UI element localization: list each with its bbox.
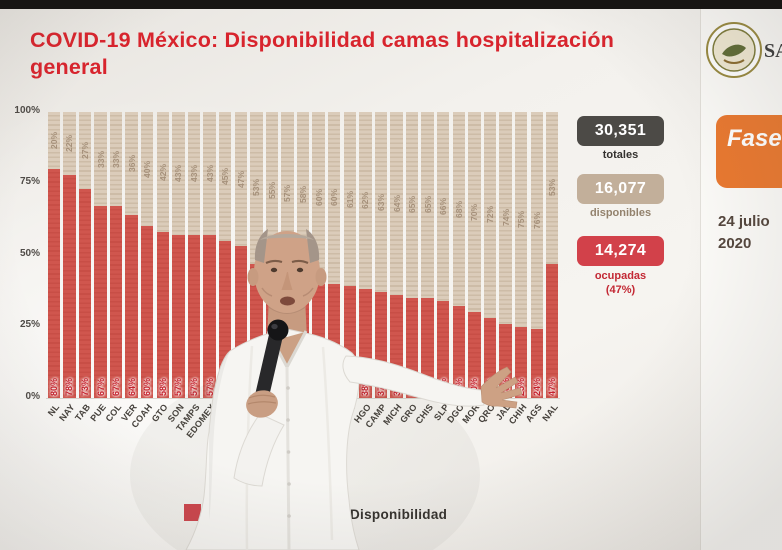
bar-column: 76% 24% bbox=[530, 112, 543, 398]
occupied-bar-segment: 78% bbox=[63, 174, 76, 398]
occupied-bar-segment: 32% bbox=[452, 306, 466, 398]
bar-column: 43%57% bbox=[203, 112, 216, 398]
eagle-seal-icon bbox=[722, 44, 746, 57]
occupied-bar-segment: 24% bbox=[530, 329, 543, 398]
y-axis-tick: 50% bbox=[19, 248, 40, 259]
bar-column: 36% 64% bbox=[125, 112, 138, 398]
available-bar-segment: 36% bbox=[125, 112, 138, 215]
occupied-bar-segment: 57% bbox=[203, 234, 216, 398]
conference-date: 24 julio 2020 bbox=[718, 211, 782, 255]
bar-column: 75% 25% bbox=[514, 112, 528, 398]
date-line-1: 24 julio bbox=[718, 213, 770, 230]
bar-column: 68%32% bbox=[452, 112, 466, 398]
available-bar-segment: 55% bbox=[265, 112, 279, 270]
top-edge-strip bbox=[0, 0, 782, 9]
bar-column: 43%57% bbox=[187, 112, 201, 398]
legend-swatch-occupied bbox=[184, 504, 201, 521]
bar-column: 33% 67% bbox=[109, 112, 123, 398]
presenter-left-hand bbox=[246, 390, 278, 418]
occupied-bar-segment: 64% bbox=[125, 214, 138, 398]
presenter-right-arm bbox=[342, 355, 485, 407]
bar-column: 70% 30% bbox=[468, 112, 481, 398]
occupied-bar-segment: 35% bbox=[421, 297, 434, 398]
bar-column: 27% 73% bbox=[78, 112, 92, 398]
available-bar-segment: 53% bbox=[546, 112, 559, 264]
stat-label-ocupadas: ocupadas (47%) bbox=[577, 269, 664, 298]
occupied-bar-segment: 67% bbox=[94, 206, 107, 398]
available-bar-segment: 45% bbox=[218, 112, 232, 241]
bar-column: 65%35% bbox=[421, 112, 434, 398]
available-bar-segment: 72% bbox=[483, 112, 497, 318]
available-bar-segment: 33% bbox=[109, 112, 123, 207]
available-bar-segment: 60% bbox=[328, 112, 341, 284]
occupied-bar-segment: 73% bbox=[78, 189, 92, 398]
stat-label-ocupadas-text: ocupadas bbox=[594, 270, 647, 282]
available-bar-segment: 33% bbox=[94, 112, 107, 207]
available-bar-segment: 65% bbox=[421, 112, 434, 298]
presenter-right-hand bbox=[480, 366, 523, 409]
bar-column: 42% 58% bbox=[156, 112, 170, 398]
occupied-bar-segment: 25% bbox=[514, 326, 528, 398]
available-bar-segment: 70% bbox=[468, 112, 481, 313]
occupied-bar-segment: 57% bbox=[172, 234, 185, 398]
available-bar-segment: 42% bbox=[156, 112, 170, 233]
occupied-bar-segment: 60% bbox=[141, 226, 154, 398]
occupied-bar-segment: 58% bbox=[156, 232, 170, 398]
available-bar-segment: 76% bbox=[530, 112, 543, 330]
bar-column: 40% 60% bbox=[141, 112, 154, 398]
stat-label-ocupadas-percent: (47%) bbox=[605, 284, 636, 297]
available-bar-segment: 22% bbox=[63, 112, 76, 175]
y-axis-tick: 75% bbox=[19, 176, 40, 187]
y-axis-tick: 25% bbox=[19, 319, 40, 330]
stat-badge-disponibles: 16,077 bbox=[577, 174, 664, 204]
slide-title: COVID-19 México: Disponibilidad camas ho… bbox=[30, 28, 615, 79]
available-bar-segment: 43% bbox=[172, 112, 185, 235]
bar-column: 66%34% bbox=[437, 112, 450, 398]
stat-badge-totales: 30,351 bbox=[577, 116, 664, 146]
backdrop-banner: SA Fase 24 julio 2020 bbox=[700, 0, 782, 550]
available-bar-segment: 40% bbox=[141, 112, 154, 227]
occupied-bar-segment: 47% bbox=[546, 263, 559, 398]
available-bar-segment: 63% bbox=[374, 112, 388, 293]
presenter-left-sleeve bbox=[233, 413, 285, 487]
available-bar-segment: 61% bbox=[343, 112, 356, 287]
y-axis-tick: 100% bbox=[14, 105, 40, 116]
available-bar-segment: 64% bbox=[390, 112, 403, 296]
occupied-bar-segment: 67% bbox=[109, 206, 123, 398]
available-bar-segment: 53% bbox=[250, 112, 263, 264]
stat-badge-ocupadas: 14,274 bbox=[577, 236, 664, 266]
available-bar-segment: 66% bbox=[437, 112, 450, 301]
bar-column: 33% 67% bbox=[94, 112, 107, 398]
available-bar-segment: 27% bbox=[78, 112, 92, 190]
available-bar-segment: 20% bbox=[47, 112, 60, 170]
available-bar-segment: 68% bbox=[452, 112, 466, 307]
legend-label-disponibilidad: Disponibilidad bbox=[350, 507, 447, 522]
available-bar-segment: 62% bbox=[359, 112, 372, 290]
occupied-bar-segment: 30% bbox=[468, 312, 481, 398]
available-bar-segment: 43% bbox=[203, 112, 216, 235]
occupied-bar-segment: 34% bbox=[437, 300, 450, 398]
y-axis-tick: 0% bbox=[25, 391, 40, 402]
available-bar-segment: 74% bbox=[499, 112, 512, 324]
stat-label-totales: totales bbox=[602, 149, 639, 161]
bar-column: 20% 80% bbox=[47, 112, 60, 398]
available-bar-segment: 65% bbox=[405, 112, 419, 298]
date-line-2: 2020 bbox=[718, 234, 752, 252]
logo-text: SA bbox=[764, 40, 782, 62]
presenter-head bbox=[247, 229, 327, 313]
gov-logo: SA bbox=[706, 22, 782, 78]
phase-badge: Fase bbox=[716, 115, 782, 188]
bar-column: 22% 78% bbox=[63, 112, 76, 398]
available-bar-segment: 47% bbox=[234, 112, 247, 247]
stats-panel: 30,351 totales 16,077 disponibles 14,274… bbox=[577, 116, 664, 298]
bar-column: 53%47% bbox=[546, 112, 559, 398]
occupied-bar-segment: 57% bbox=[187, 234, 201, 398]
stat-label-disponibles: disponibles bbox=[589, 207, 652, 219]
available-bar-segment: 43% bbox=[187, 112, 201, 235]
bar-column: 43%57% bbox=[172, 112, 185, 398]
occupied-bar-segment: 80% bbox=[47, 169, 60, 398]
available-bar-segment: 75% bbox=[514, 112, 528, 327]
